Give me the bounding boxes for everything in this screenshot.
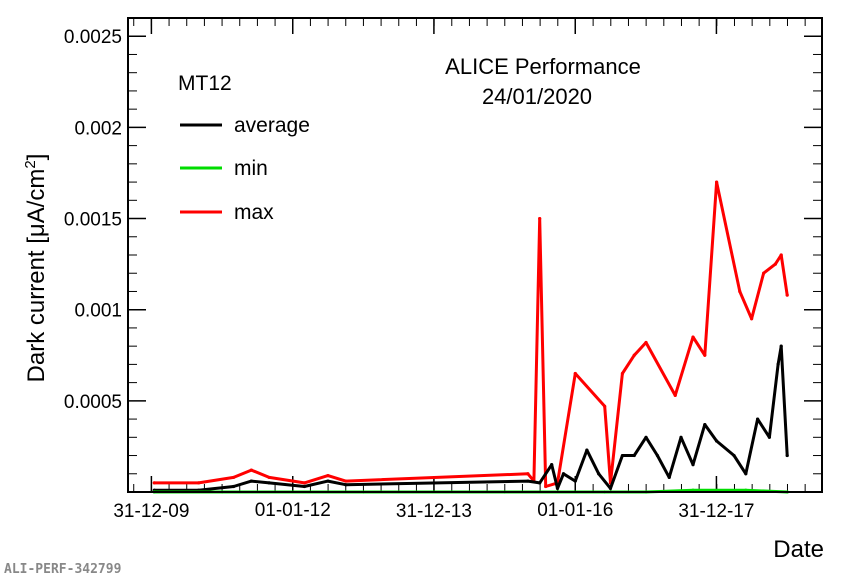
- data-point-min: [691, 488, 695, 492]
- data-point-average: [655, 453, 660, 458]
- x-tick-label: 01-01-12: [255, 500, 331, 521]
- data-point-average: [776, 362, 780, 366]
- data-point-max: [573, 371, 577, 376]
- data-point-max: [326, 473, 330, 478]
- data-point-average: [249, 479, 253, 483]
- data-point-average: [302, 484, 306, 489]
- plot-frame: [127, 17, 823, 493]
- data-point-max: [779, 253, 783, 257]
- data-point-max: [196, 481, 201, 485]
- data-point-max: [644, 340, 648, 345]
- data-point-average: [344, 483, 348, 487]
- data-point-average: [267, 481, 271, 485]
- y-tick-label: 0.0015: [64, 210, 122, 231]
- x-tick-label: 31-12-09: [113, 501, 189, 522]
- y-axis-label: Dark current [μA/cm2]: [22, 154, 50, 383]
- y-tick-label: 0.0005: [64, 392, 122, 413]
- y-tick-label: 0.002: [74, 118, 122, 139]
- data-point-average: [767, 435, 772, 439]
- y-tick-label: 0.001: [74, 301, 122, 322]
- data-point-max: [632, 353, 636, 357]
- data-point-average: [597, 472, 601, 476]
- data-point-max: [785, 293, 789, 297]
- x-tick-label: 01-01-16: [537, 500, 613, 521]
- y-axis-label-end: ]: [23, 154, 50, 161]
- data-point-average: [326, 479, 330, 483]
- chart-subtitle: 24/01/2020: [482, 84, 592, 109]
- data-point-max: [603, 404, 607, 408]
- data-point-max: [544, 484, 548, 489]
- data-point-max: [231, 475, 236, 480]
- legend: average min max: [180, 114, 310, 224]
- legend-label-min: min: [234, 157, 268, 180]
- data-point-average: [667, 475, 671, 480]
- chart-title: ALICE Performance: [445, 54, 641, 79]
- data-point-max: [773, 262, 777, 266]
- legend-label-max: max: [234, 201, 274, 224]
- data-point-max: [620, 371, 625, 376]
- data-point-average: [691, 463, 695, 467]
- data-point-max: [673, 393, 677, 397]
- x-tick-label: 31-12-13: [396, 501, 472, 522]
- data-point-max: [249, 468, 253, 472]
- data-point-max: [302, 481, 306, 485]
- data-point-average: [744, 472, 748, 476]
- data-point-average: [632, 453, 636, 458]
- detector-label: MT12: [178, 72, 232, 95]
- data-point-max: [691, 335, 695, 339]
- data-point-average: [608, 486, 613, 490]
- data-point-average: [756, 417, 760, 421]
- data-point-average: [785, 453, 789, 458]
- data-point-average: [644, 435, 648, 439]
- data-point-average: [538, 481, 542, 485]
- data-point-average: [732, 453, 736, 458]
- data-point-average: [231, 484, 236, 489]
- data-point-max: [703, 353, 707, 357]
- x-axis-label: Date: [773, 536, 824, 563]
- data-point-average: [585, 448, 589, 452]
- data-point-average: [526, 479, 530, 483]
- data-point-max: [267, 475, 271, 480]
- data-point-max: [715, 180, 719, 184]
- data-point-average: [779, 344, 783, 348]
- data-point-max: [344, 479, 348, 483]
- data-point-max: [538, 216, 542, 221]
- data-point-max: [152, 481, 156, 485]
- x-tick-label: 31-12-17: [678, 501, 754, 522]
- data-point-average: [620, 453, 625, 458]
- y-axis-label-superscript: 2: [22, 160, 39, 168]
- data-point-average: [573, 479, 577, 483]
- data-point-average: [550, 463, 554, 467]
- y-axis-label-main: Dark current [μA/cm: [23, 169, 50, 383]
- data-point-average: [703, 422, 707, 427]
- data-point-max: [762, 271, 766, 275]
- data-point-max: [738, 289, 742, 294]
- data-point-average: [715, 439, 719, 443]
- data-point-average: [679, 435, 683, 439]
- data-point-max: [750, 317, 754, 321]
- legend-label-average: average: [234, 114, 310, 137]
- y-tick-label: 0.0025: [64, 27, 122, 48]
- data-point-max: [526, 472, 530, 476]
- data-point-min: [744, 488, 748, 492]
- data-point-average: [555, 486, 560, 490]
- figure-id: ALI-PERF-342799: [4, 562, 121, 575]
- data-point-average: [561, 472, 566, 476]
